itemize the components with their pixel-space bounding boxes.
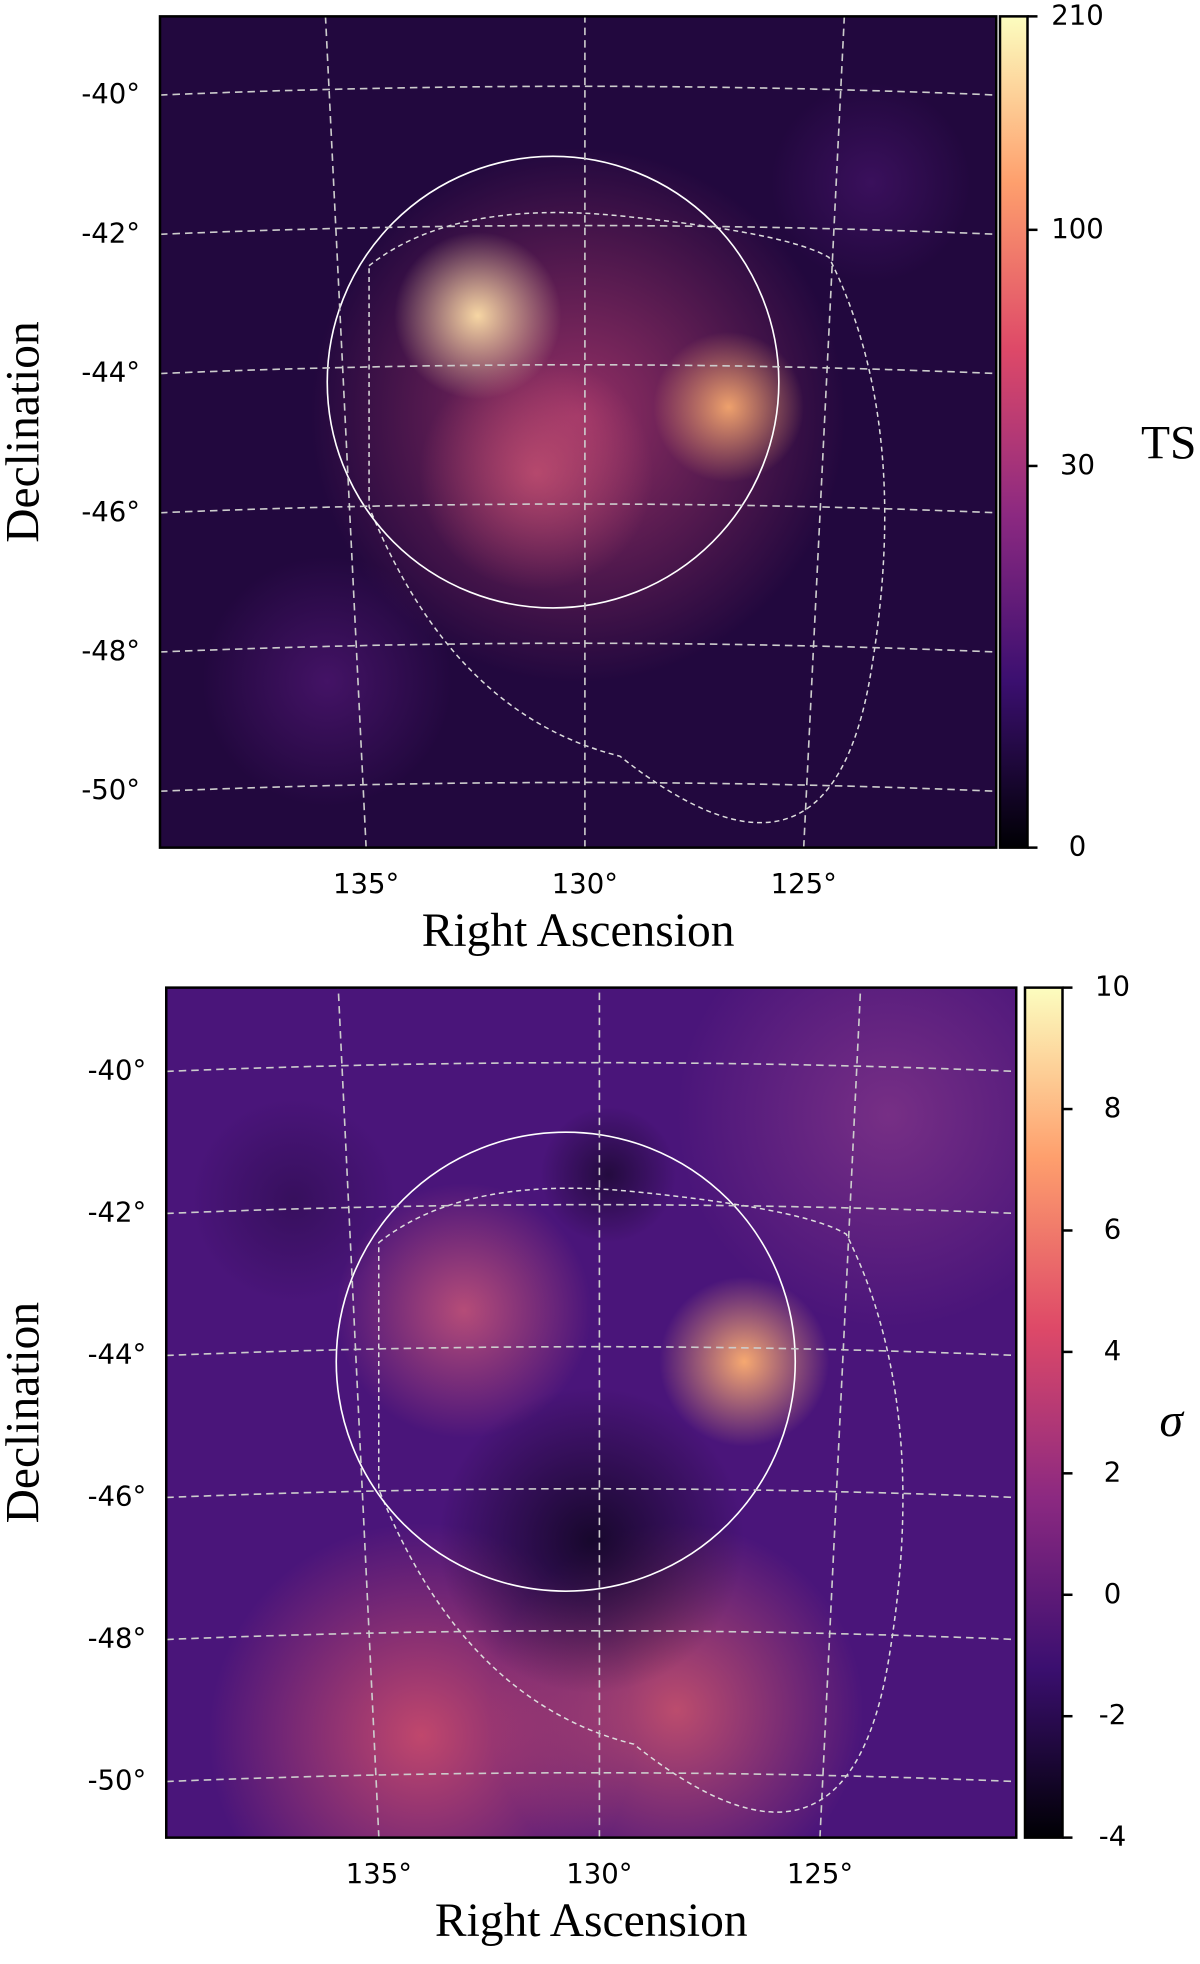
colorbar <box>998 15 1029 849</box>
colorbar-tick-label: -4 <box>1099 1821 1126 1853</box>
x-tick-label: 135° <box>346 1858 412 1890</box>
plot-frame <box>158 15 998 849</box>
y-tick-label: -48° <box>81 635 140 667</box>
x-tick-label: 130° <box>552 868 618 900</box>
y-tick-label: -44° <box>81 357 140 389</box>
y-tick-label: -46° <box>88 1480 147 1512</box>
y-tick-label: -42° <box>88 1196 147 1228</box>
y-tick-label: -46° <box>81 496 140 528</box>
grid-line <box>160 363 997 375</box>
heatmap-blob <box>191 1098 396 1303</box>
heatmap-blob <box>336 1183 592 1439</box>
y-tick-label: -42° <box>81 217 140 249</box>
colorbar-tick-label: 30 <box>1060 449 1095 481</box>
colorbar <box>1023 986 1064 1839</box>
heatmap-blob <box>394 232 562 400</box>
colorbar-tick-label: 2 <box>1104 1456 1122 1488</box>
plot-frame <box>165 986 1018 1839</box>
grid-line <box>166 1771 1017 1783</box>
grid-line <box>802 16 846 848</box>
region-circle <box>335 1131 797 1592</box>
grid-line <box>819 987 862 1838</box>
grid-line <box>160 642 997 653</box>
grid-line <box>160 781 997 793</box>
heatmap-blob <box>438 1387 745 1694</box>
colorbar-tick-label: 210 <box>1051 0 1104 31</box>
grid-line <box>166 1345 1017 1357</box>
x-tick-label: 125° <box>771 868 837 900</box>
region-circle <box>326 155 780 609</box>
grid-line <box>337 987 380 1838</box>
x-tick-label: 135° <box>333 868 399 900</box>
colorbar-label: TS <box>1141 418 1196 470</box>
heatmap-blob <box>653 331 804 483</box>
heatmap <box>166 987 1017 1838</box>
contour <box>378 1187 904 1813</box>
colorbar-tick-label: 0 <box>1104 1578 1122 1610</box>
colorbar-tick-label: 100 <box>1051 213 1104 245</box>
heatmap-blob <box>659 1276 830 1447</box>
grid-line <box>166 1061 1017 1073</box>
y-tick-label: -50° <box>88 1765 147 1797</box>
colorbar-tick-label: 6 <box>1104 1213 1122 1245</box>
colorbar-label: σ <box>1160 1395 1185 1447</box>
y-tick-label: -40° <box>81 78 140 110</box>
x-axis-label: Right Ascension <box>435 1895 748 1947</box>
grid-line <box>166 1203 1017 1215</box>
y-axis-label: Declination <box>0 321 49 543</box>
x-axis-label: Right Ascension <box>422 905 735 957</box>
x-tick-label: 125° <box>787 1858 853 1890</box>
heatmap-blob <box>201 555 453 807</box>
colorbar-tick-label: 8 <box>1104 1092 1122 1124</box>
y-tick-label: -44° <box>88 1338 147 1370</box>
grid-line <box>166 1487 1017 1499</box>
colorbar-tick-label: 10 <box>1095 971 1130 1003</box>
grid-line <box>160 224 997 236</box>
grid-line <box>324 16 367 848</box>
y-tick-label: -48° <box>88 1623 147 1655</box>
heatmap-blob <box>540 1106 677 1243</box>
y-axis-label: Declination <box>0 1302 49 1524</box>
colorbar-tick-label: -2 <box>1099 1699 1126 1731</box>
grid-line <box>160 85 997 96</box>
colorbar-tick-label: 0 <box>1069 831 1087 863</box>
grid-line <box>160 503 997 514</box>
heatmap-blob <box>770 82 972 283</box>
heatmap <box>160 16 997 848</box>
grid-line <box>166 1629 1017 1641</box>
heatmap-blob <box>419 356 654 591</box>
colorbar-tick-label: 4 <box>1104 1335 1122 1367</box>
y-tick-label: -40° <box>88 1054 147 1086</box>
x-tick-label: 130° <box>566 1858 632 1890</box>
y-tick-label: -50° <box>81 774 140 806</box>
